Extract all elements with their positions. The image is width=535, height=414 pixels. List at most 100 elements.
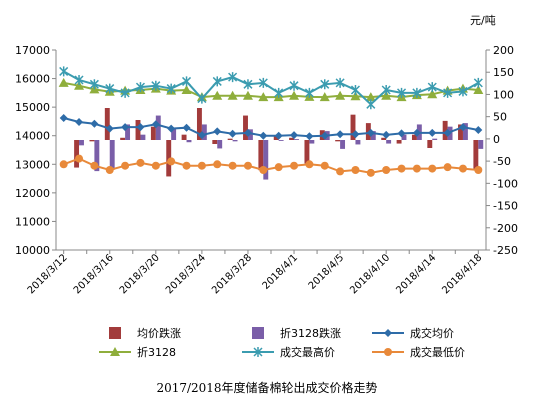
star-marker — [381, 85, 391, 95]
circle-marker — [382, 166, 391, 174]
diamond-marker — [243, 128, 252, 137]
bar-0 — [196, 108, 202, 140]
left-tick-label: 12000 — [15, 187, 50, 200]
star-marker — [197, 93, 207, 104]
bar-0 — [258, 140, 264, 171]
diamond-marker — [197, 131, 206, 140]
star-marker — [151, 80, 161, 91]
x-tick-label: 2018/4/5 — [307, 252, 347, 292]
diamond-marker — [384, 329, 392, 337]
bar-0 — [135, 120, 141, 140]
legend-swatch — [109, 327, 121, 339]
triangle-marker — [74, 80, 85, 90]
series-line-0 — [63, 117, 479, 138]
triangle-marker — [110, 347, 120, 356]
bar-1 — [278, 140, 284, 141]
left-tick-label: 17000 — [15, 44, 50, 57]
bar-1 — [201, 124, 207, 140]
circle-marker — [90, 161, 99, 170]
circle-marker — [290, 161, 299, 170]
left-tick-label: 10000 — [15, 244, 50, 257]
triangle-marker — [58, 77, 69, 87]
star-marker — [166, 83, 176, 94]
star-marker — [182, 76, 192, 87]
circle-marker — [121, 161, 130, 170]
bar-0 — [181, 134, 187, 140]
triangle-marker — [258, 92, 269, 102]
bar-1 — [370, 131, 376, 140]
right-tick-label: -200 — [493, 222, 518, 235]
right-tick-label: -100 — [493, 177, 518, 190]
left-tick-label: 13000 — [15, 158, 50, 171]
star-marker — [228, 72, 238, 83]
triangle-marker — [335, 90, 346, 100]
diamond-marker — [274, 131, 283, 140]
circle-marker — [366, 168, 375, 177]
triangle-marker — [350, 91, 361, 101]
diamond-marker — [366, 128, 375, 137]
legend-item: 折3128跌涨 — [252, 326, 341, 340]
bar-1 — [294, 139, 299, 140]
legend-label: 成交最高价 — [280, 345, 335, 359]
right-tick-label: -50 — [493, 155, 511, 168]
triangle-marker — [242, 90, 253, 100]
legend-label: 成交最低价 — [410, 345, 465, 359]
bar-0 — [212, 140, 218, 144]
bar-1 — [462, 123, 468, 140]
diamond-marker — [105, 124, 114, 133]
star-marker — [320, 79, 330, 90]
circle-marker — [167, 157, 176, 166]
bar-0 — [411, 134, 417, 140]
star-marker — [120, 87, 130, 98]
diamond-marker — [397, 129, 406, 138]
diamond-marker — [136, 123, 145, 132]
diamond-marker — [167, 124, 176, 133]
bar-0 — [381, 137, 387, 140]
star-marker — [473, 77, 483, 88]
bar-1 — [478, 140, 484, 149]
x-tick-label: 2018/3/16 — [72, 252, 116, 296]
star-marker — [274, 87, 284, 98]
bar-0 — [104, 108, 110, 140]
diamond-marker — [428, 128, 437, 137]
legend-item: 均价跌涨 — [109, 326, 181, 340]
diamond-marker — [90, 119, 99, 128]
left-tick-label: 11000 — [15, 215, 50, 228]
bar-1 — [171, 128, 177, 140]
diamond-marker — [305, 132, 314, 141]
bar-0 — [396, 140, 402, 144]
star-marker — [443, 87, 453, 98]
star-marker — [258, 77, 268, 88]
bar-0 — [473, 140, 479, 169]
bar-1 — [125, 124, 131, 140]
left-tick-label: 15000 — [15, 101, 50, 114]
bars-layer — [74, 108, 484, 180]
circle-marker — [412, 164, 421, 173]
x-tick-label: 2018/4/14 — [394, 252, 438, 296]
right-tick-label: 100 — [493, 88, 514, 101]
circle-marker — [305, 160, 314, 169]
star-marker — [243, 79, 253, 90]
star-marker — [253, 347, 263, 357]
diamond-marker — [228, 129, 237, 138]
bar-0 — [166, 140, 172, 177]
bar-0 — [243, 115, 248, 140]
triangle-marker — [227, 90, 238, 100]
diamond-marker — [336, 130, 345, 139]
bar-0 — [150, 126, 156, 140]
x-tick-label: 2018/4/18 — [440, 252, 484, 296]
diamond-marker — [213, 127, 222, 136]
triangle-marker — [473, 85, 484, 94]
bar-0 — [427, 140, 433, 148]
legend-item: 成交最高价 — [242, 345, 335, 359]
bar-0 — [89, 140, 95, 142]
x-tick-label: 2018/4/10 — [348, 252, 392, 296]
circle-marker — [336, 167, 345, 176]
star-marker — [135, 82, 145, 93]
circle-marker — [213, 160, 222, 169]
triangle-marker — [319, 92, 330, 102]
diamond-marker — [474, 126, 483, 134]
right-tick-label: 50 — [493, 111, 507, 124]
right-tick-label: 150 — [493, 66, 514, 79]
